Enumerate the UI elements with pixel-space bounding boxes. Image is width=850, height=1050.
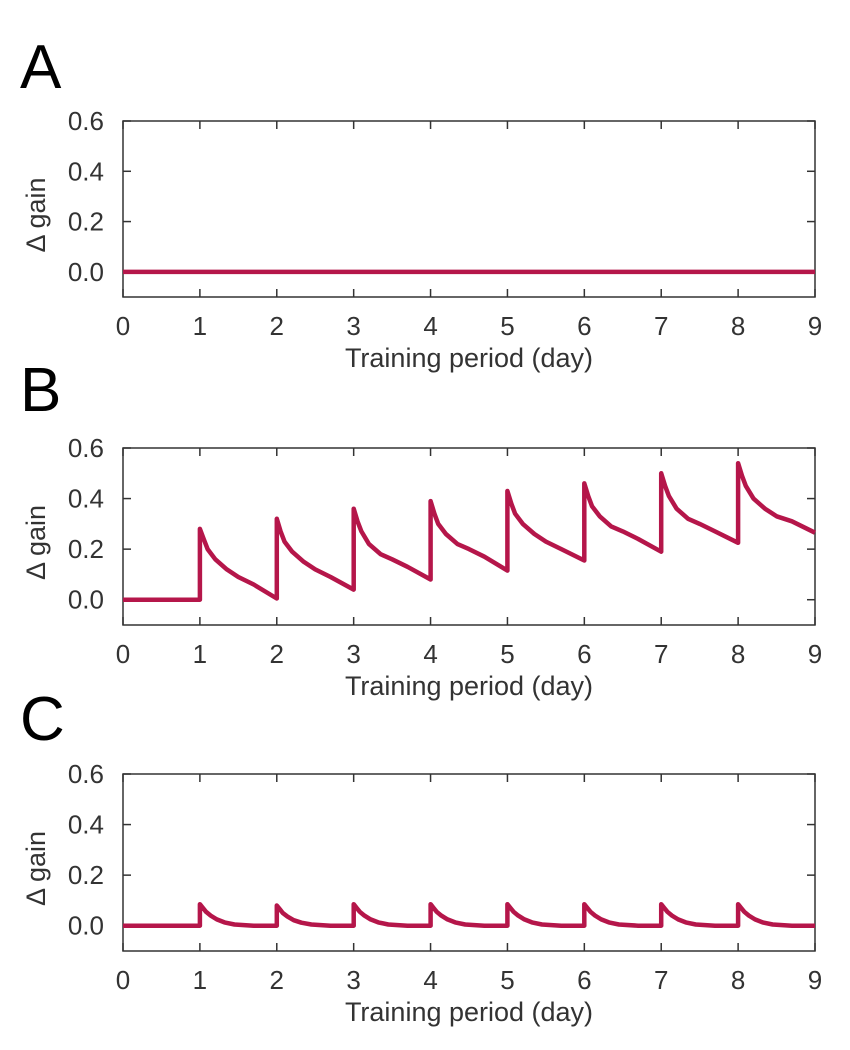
- y-tick-label: 0.2: [68, 534, 104, 564]
- x-tick-label: 5: [500, 639, 514, 669]
- y-axis-label: Δ gain: [21, 505, 51, 580]
- x-tick-label: 8: [731, 965, 745, 995]
- x-tick-label: 9: [808, 311, 822, 341]
- y-tick-label: 0.4: [68, 810, 104, 840]
- x-tick-label: 5: [500, 311, 514, 341]
- panel-b: B 0 1 2 3 4 5 6 7 8 9 0.0 0.2 0.4 0.6 Training perio…: [20, 356, 822, 701]
- x-tick-label: 6: [577, 639, 591, 669]
- panel-a: A 0 1 2 3 4 5 6 7 8 9 0.0 0.2 0.4 0.6 Training perio…: [20, 33, 822, 373]
- plot-frame: [122, 773, 816, 952]
- x-tick-labels: 0 1 2 3 4 5 6 7 8 9: [116, 639, 822, 669]
- y-tick-label: 0.6: [68, 106, 104, 136]
- x-tick-label: 6: [577, 965, 591, 995]
- plot-frame: [122, 447, 816, 626]
- x-tick-label: 7: [654, 311, 668, 341]
- tick-marks: [122, 447, 816, 625]
- y-axis-label: Δ gain: [21, 177, 51, 252]
- y-tick-label: 0.0: [68, 585, 104, 615]
- x-tick-labels: 0 1 2 3 4 5 6 7 8 9: [116, 311, 822, 341]
- x-tick-label: 4: [423, 311, 437, 341]
- y-tick-label: 0.4: [68, 484, 104, 514]
- x-tick-label: 4: [423, 639, 437, 669]
- y-tick-label: 0.2: [68, 207, 104, 237]
- x-tick-label: 1: [193, 965, 207, 995]
- x-tick-label: 2: [270, 965, 284, 995]
- plot-frame: [122, 120, 816, 298]
- y-tick-label: 0.6: [68, 759, 104, 789]
- series-line: [123, 901, 815, 928]
- y-tick-labels: 0.0 0.2 0.4 0.6: [68, 106, 104, 287]
- x-tick-label: 6: [577, 311, 591, 341]
- x-axis-label: Training period (day): [345, 671, 593, 701]
- y-axis-label: Δ gain: [21, 831, 51, 906]
- y-tick-labels: 0.0 0.2 0.4 0.6: [68, 759, 104, 941]
- panel-letter: A: [20, 33, 62, 102]
- x-tick-label: 4: [423, 965, 437, 995]
- x-tick-label: 7: [654, 965, 668, 995]
- x-tick-label: 2: [270, 639, 284, 669]
- x-tick-label: 1: [193, 311, 207, 341]
- x-tick-label: 9: [808, 639, 822, 669]
- y-tick-label: 0.0: [68, 911, 104, 941]
- x-axis-label: Training period (day): [345, 343, 593, 373]
- x-tick-label: 3: [346, 965, 360, 995]
- x-tick-label: 2: [270, 311, 284, 341]
- x-tick-label: 3: [346, 639, 360, 669]
- x-tick-label: 0: [116, 311, 130, 341]
- panel-letter: B: [20, 356, 61, 425]
- panel-c: C 0 1 2 3 4 5 6 7 8 9 0.0 0.2 0.4 0.6 Training perio…: [20, 685, 822, 1027]
- series-line: [123, 460, 816, 602]
- x-tick-label: 5: [500, 965, 514, 995]
- tick-marks: [122, 773, 816, 951]
- x-tick-labels: 0 1 2 3 4 5 6 7 8 9: [116, 965, 822, 995]
- x-tick-label: 9: [808, 965, 822, 995]
- x-tick-label: 1: [193, 639, 207, 669]
- x-tick-label: 3: [346, 311, 360, 341]
- y-tick-label: 0.6: [68, 433, 104, 463]
- x-tick-label: 8: [731, 311, 745, 341]
- y-tick-label: 0.2: [68, 860, 104, 890]
- panel-letter: C: [20, 685, 65, 754]
- x-tick-label: 7: [654, 639, 668, 669]
- y-tick-label: 0.0: [68, 257, 104, 287]
- y-tick-labels: 0.0 0.2 0.4 0.6: [68, 433, 104, 615]
- x-tick-label: 0: [116, 639, 130, 669]
- x-tick-label: 0: [116, 965, 130, 995]
- x-axis-label: Training period (day): [345, 997, 593, 1027]
- y-tick-label: 0.4: [68, 156, 104, 186]
- x-tick-label: 8: [731, 639, 745, 669]
